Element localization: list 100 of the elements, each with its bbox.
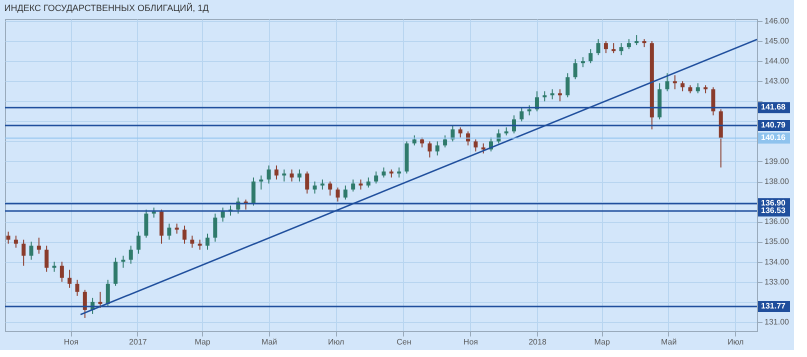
candlestick [343,185,348,200]
candlestick [435,140,440,156]
x-tick-label: Ноя [463,338,478,346]
ref-line-label: 136.90 [761,198,786,208]
y-tick-label: 136.00 [764,217,790,226]
candlestick [98,291,102,308]
candlestick [680,80,685,92]
candlestick [6,231,10,244]
candlestick [36,237,41,254]
candlestick [351,179,356,192]
candlestick [626,38,631,50]
candlestick [604,40,608,54]
x-tick-label: Июл [727,338,744,346]
candlestick [167,223,172,240]
candlestick [75,279,80,296]
candlestick [60,261,64,282]
candlestick [696,82,700,94]
candlestick [580,56,585,68]
candlestick [52,261,56,272]
candlestick [711,86,716,116]
ref-line-label: 140.79 [761,120,786,130]
candlestick [374,170,378,184]
candlestick [672,74,677,90]
candlestick [520,106,524,122]
x-tick-label: Сен [396,338,412,346]
candlestick [266,164,271,184]
candlestick [174,223,179,234]
x-tick-label: 2017 [129,338,148,346]
ref-line-label: 136.53 [761,206,786,216]
x-tick-label: Ноя [64,338,78,346]
ref-line-label: 141.68 [761,102,786,112]
candlestick [251,177,256,206]
x-tick-label: 2018 [528,338,547,346]
candlestick [68,269,72,288]
ref-line-label: 131.77 [761,302,786,311]
candlestick [358,179,363,190]
candlestick [328,181,332,196]
candlestick [573,58,578,80]
y-tick-label: 145.00 [764,36,790,46]
candlestick [259,175,264,190]
candlestick [290,168,294,182]
candlestick [481,142,486,154]
y-tick-label: 144.00 [764,56,790,66]
candlestick [312,181,317,194]
candlestick [305,170,310,194]
ref-line-label: 140.16 [761,133,786,142]
candlestick [206,233,210,250]
candlestick [274,164,278,180]
candlestick [397,166,402,178]
candlestick [458,126,462,138]
candlestick [114,257,118,286]
candlestick [320,179,324,190]
candlestick [619,42,624,56]
candlestick [412,134,416,146]
candlestick [128,245,133,264]
y-tick-label: 146.00 [764,16,790,26]
y-tick-label: 138.00 [764,177,790,186]
x-tick-label: Июл [328,338,345,346]
y-tick-label: 139.00 [764,156,790,166]
candlestick [634,34,639,46]
candlestick [14,235,18,248]
candlestick [588,48,593,64]
candlestick [44,245,49,272]
candlestick [596,38,600,56]
candlestick [136,231,141,254]
candlestick [382,166,386,178]
y-tick-label: 131.00 [764,317,790,326]
candlestick [297,168,302,182]
y-tick-label: 135.00 [764,237,790,246]
candlestick [213,213,218,242]
chart-title: ИНДЕКС ГОСУДАРСТВЕННЫХ ОБЛИГАЦИЙ, 1Д [4,2,209,14]
candlestick [182,225,187,244]
x-tick-label: Май [661,338,677,346]
candlestick [420,136,424,148]
y-tick-label: 133.00 [764,277,790,286]
candlestick [144,209,148,238]
candlestick [29,241,34,260]
candlestick [121,255,126,268]
candlestick [558,88,562,102]
candlestick [428,140,432,158]
candlestick [22,239,26,266]
y-tick-label: 143.00 [764,76,790,86]
candlestick [550,88,554,100]
candlestick [612,42,616,54]
candlestick [106,279,110,306]
candlestick [665,72,670,92]
x-tick-label: Мар [194,338,211,346]
candlestick [366,177,370,188]
candlestick [566,72,570,98]
x-tick-label: Мар [594,338,610,346]
y-tick-label: 134.00 [764,257,790,266]
candlestick [190,235,194,248]
x-tick-label: Май [261,338,278,346]
candlestick [336,187,340,202]
candlestick [474,138,478,152]
candlestick [198,239,202,250]
candlestick [220,207,225,222]
candlestick [443,134,448,148]
candlestick [542,90,547,102]
candlestick [282,168,286,182]
